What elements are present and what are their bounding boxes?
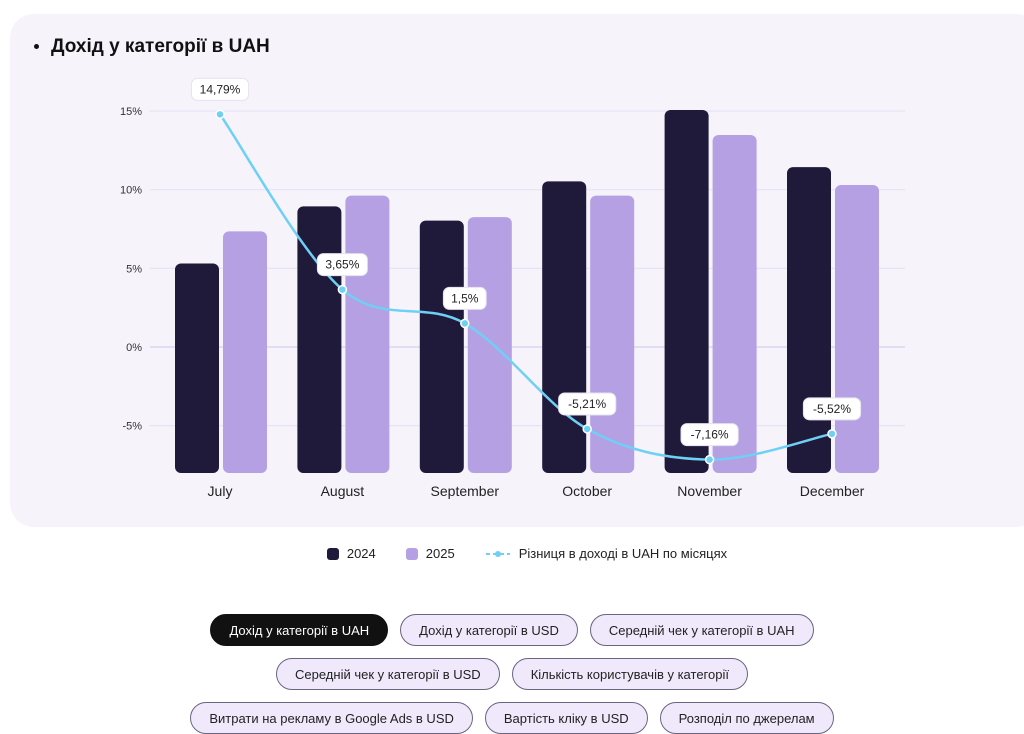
data-label-text: 3,65% bbox=[325, 258, 359, 272]
metric-button-avg-check-usd[interactable]: Середній чек у категорії в USD bbox=[276, 658, 500, 690]
line-point bbox=[215, 109, 225, 120]
data-label-box bbox=[190, 77, 250, 101]
metric-button-revenue-usd[interactable]: Дохід у категорії в USD bbox=[400, 614, 578, 646]
chart-title: Дохід у категорії в UAH bbox=[34, 36, 270, 58]
data-label-box bbox=[680, 423, 739, 447]
data-label: -5,52% bbox=[802, 397, 862, 421]
legend-swatch-2025 bbox=[405, 547, 418, 560]
legend-2024[interactable]: 2024 bbox=[326, 546, 376, 561]
y-tick-label: 10% bbox=[120, 185, 142, 197]
metric-selector: Дохід у категорії в UAH Дохід у категорі… bbox=[0, 614, 1024, 734]
bar-2025 bbox=[590, 195, 635, 473]
data-label-box bbox=[316, 253, 368, 277]
legend-line[interactable]: Різниця в доході в UAH по місяцях bbox=[485, 546, 727, 561]
data-label: 3,65% bbox=[316, 253, 368, 277]
metric-button-revenue-uah[interactable]: Дохід у категорії в UAH bbox=[210, 614, 389, 646]
difference-line bbox=[218, 113, 833, 461]
data-label-box bbox=[442, 286, 487, 310]
data-label: -7,16% bbox=[680, 423, 739, 447]
bar-2025 bbox=[835, 184, 879, 473]
x-tick-label: July bbox=[208, 483, 233, 499]
y-tick-label: 5% bbox=[126, 263, 142, 275]
bar-2024 bbox=[787, 167, 831, 473]
data-label: 1,5% bbox=[442, 286, 487, 310]
chart-plot: 15% 10% 5% 0% -5% July August September October N… bbox=[120, 77, 905, 499]
metric-button-cpc[interactable]: Вартість кліку в USD bbox=[484, 702, 648, 734]
line-point bbox=[337, 284, 348, 295]
bullet-icon bbox=[34, 44, 39, 50]
legend-2025[interactable]: 2025 bbox=[405, 546, 455, 561]
chart-legend: 2024 2025 Різниця в доході в UAH по міся… bbox=[0, 546, 1024, 561]
x-tick-label: December bbox=[800, 483, 865, 499]
bar-2024 bbox=[419, 220, 464, 473]
bar-2025 bbox=[712, 134, 757, 474]
dashed-line-icon bbox=[485, 550, 510, 557]
data-label-text: -5,21% bbox=[568, 397, 606, 411]
x-tick-label: November bbox=[677, 483, 742, 499]
chart-title-text: Дохід у категорії в UAH bbox=[51, 36, 270, 57]
data-label-text: 14,79% bbox=[200, 82, 241, 96]
data-label-box bbox=[802, 397, 862, 421]
data-label-text: -7,16% bbox=[691, 428, 729, 442]
line-point bbox=[704, 454, 715, 465]
metric-button-sources[interactable]: Розподіл по джерелам bbox=[659, 702, 834, 734]
x-tick-label: September bbox=[431, 483, 500, 499]
y-tick-label: -5% bbox=[122, 421, 142, 433]
line-point bbox=[582, 424, 592, 434]
line-point bbox=[827, 429, 837, 439]
legend-label: 2024 bbox=[346, 546, 376, 561]
metric-button-users[interactable]: Кількість користувачів у категорії bbox=[511, 658, 748, 690]
data-label-box bbox=[558, 392, 617, 416]
y-tick-label: 15% bbox=[120, 106, 142, 118]
metric-button-google-ads[interactable]: Витрати на рекламу в Google Ads в USD bbox=[190, 702, 473, 734]
bar-2024 bbox=[542, 181, 587, 473]
bar-2025 bbox=[467, 217, 512, 473]
metric-button-avg-check-uah[interactable]: Середній чек у категорії в UAH bbox=[589, 614, 814, 646]
data-label-text: -5,52% bbox=[813, 402, 851, 416]
x-tick-label: October bbox=[562, 483, 612, 499]
data-label-text: 1,5% bbox=[451, 291, 479, 305]
bar-2024 bbox=[175, 263, 219, 473]
legend-swatch-2024 bbox=[326, 547, 339, 560]
bar-2024 bbox=[664, 110, 709, 473]
x-tick-label: August bbox=[321, 483, 365, 499]
data-label: -5,21% bbox=[558, 392, 617, 416]
y-tick-label: 0% bbox=[126, 342, 142, 354]
legend-label: 2025 bbox=[425, 546, 455, 561]
bar-2025 bbox=[223, 231, 267, 473]
legend-label: Різниця в доході в UAH по місяцях bbox=[518, 546, 728, 561]
bar-2025 bbox=[345, 195, 390, 473]
line-point bbox=[460, 318, 470, 329]
data-label: 14,79% bbox=[190, 77, 250, 101]
